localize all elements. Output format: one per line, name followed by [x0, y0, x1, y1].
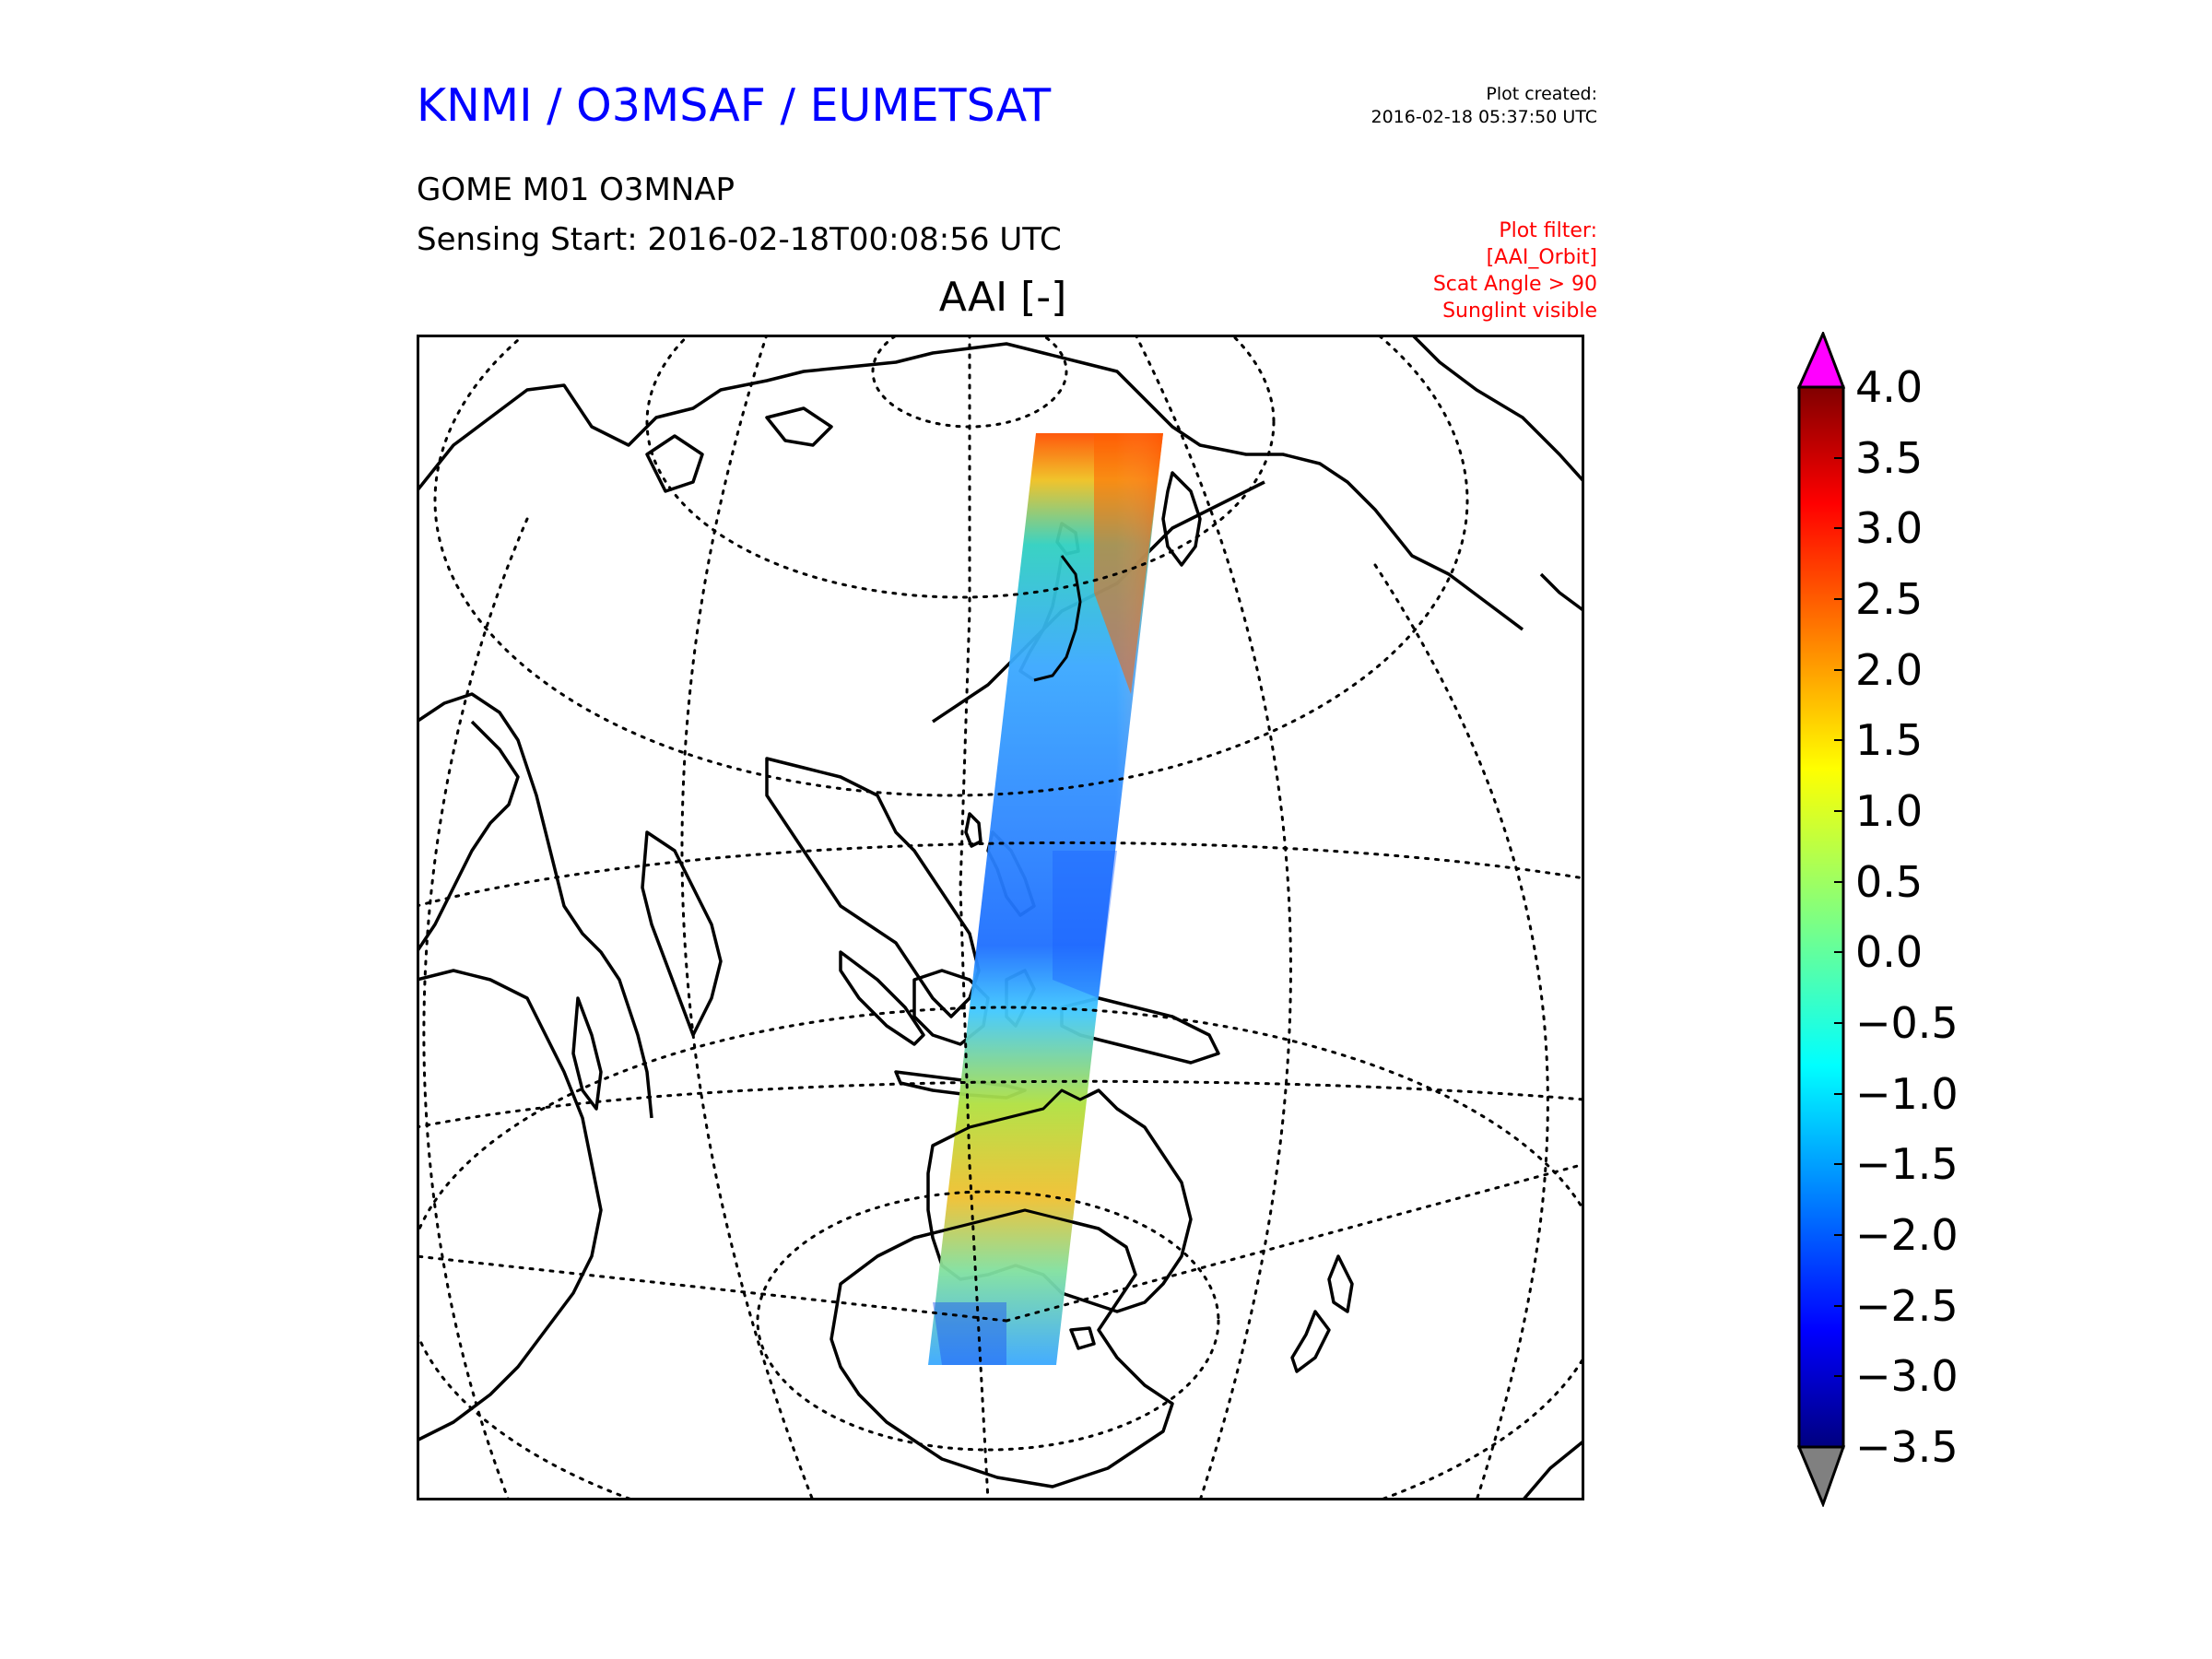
colorbar-tick-label: −3.0 — [1855, 1351, 1959, 1401]
filter-line: Scat Angle > 90 — [1432, 273, 1597, 296]
colorbar-over-triangle — [1797, 332, 1846, 389]
colorbar-tick-label: 4.0 — [1855, 362, 1924, 412]
colorbar-tick-label: −2.0 — [1855, 1210, 1959, 1260]
plot-filter: Plot filter: [AAI_Orbit] Scat Angle > 90… — [1433, 218, 1597, 324]
plot-created-info: Plot created: 2016-02-18 05:37:50 UTC — [1371, 83, 1598, 129]
colorbar-tick-label: 0.5 — [1855, 857, 1924, 907]
filter-line: Plot filter: — [1499, 219, 1597, 242]
colorbar — [1797, 332, 1846, 1507]
graticule — [417, 335, 1584, 1500]
map-plot — [417, 335, 1584, 1500]
colorbar-tick-label: 1.5 — [1855, 715, 1924, 765]
filter-line: Sunglint visible — [1442, 300, 1597, 323]
colorbar-gradient — [1799, 387, 1843, 1447]
plot-created-label: Plot created: — [1486, 84, 1597, 104]
aai-swath — [928, 433, 1163, 1365]
colorbar-under-triangle — [1797, 1445, 1846, 1507]
plot-created-time: 2016-02-18 05:37:50 UTC — [1371, 107, 1598, 127]
colorbar-tick-label: 0.0 — [1855, 927, 1924, 977]
plot-title: AAI [-] — [938, 274, 1067, 321]
colorbar-tick-label: 2.5 — [1855, 574, 1924, 624]
colorbar-tick-label: 3.5 — [1855, 433, 1924, 483]
map-content — [417, 335, 1584, 1500]
colorbar-tick-label: 3.0 — [1855, 503, 1924, 553]
colorbar-tick-label: −2.5 — [1855, 1281, 1959, 1331]
colorbar-tick-label: −3.5 — [1855, 1422, 1959, 1472]
colorbar-tick-label: −1.5 — [1855, 1139, 1959, 1189]
map-frame — [417, 335, 1584, 1500]
product-name: GOME M01 O3MNAP — [417, 171, 735, 208]
organization-title: KNMI / O3MSAF / EUMETSAT — [417, 79, 1052, 132]
colorbar-tick-label: −0.5 — [1855, 998, 1959, 1048]
colorbar-tick-label: 2.0 — [1855, 645, 1924, 695]
filter-line: [AAI_Orbit] — [1486, 246, 1597, 269]
colorbar-tick-label: 1.0 — [1855, 786, 1924, 836]
colorbar-tick-label: −1.0 — [1855, 1069, 1959, 1119]
colorbar-tick-marks — [1834, 386, 1843, 1448]
sensing-start: Sensing Start: 2016-02-18T00:08:56 UTC — [417, 221, 1062, 258]
